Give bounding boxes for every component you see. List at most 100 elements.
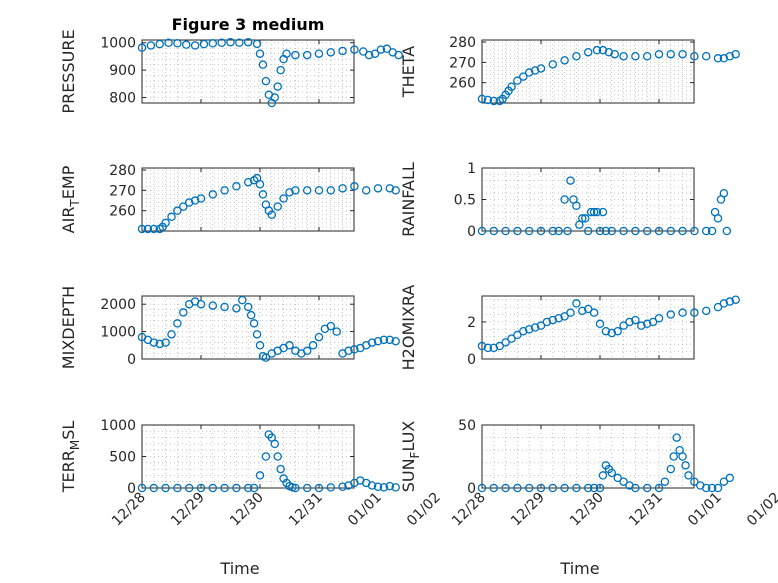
data-point [489, 226, 499, 236]
data-point [719, 188, 729, 198]
data-point [660, 477, 670, 486]
data-point [149, 483, 159, 493]
plot-area [141, 39, 355, 104]
data-point [477, 226, 487, 236]
y-tick-label: 270 [449, 55, 476, 71]
data-point [666, 464, 676, 474]
data-point [173, 39, 182, 48]
data-point [601, 326, 611, 336]
data-point [391, 483, 400, 492]
data-point [196, 299, 206, 309]
data-point [595, 319, 605, 329]
data-point [373, 184, 383, 193]
data-point [350, 182, 359, 191]
data-point [385, 481, 395, 491]
data-point [243, 483, 253, 493]
x-tick-label: 12/30 [227, 490, 267, 530]
data-point [548, 483, 558, 493]
data-point [536, 483, 546, 493]
data-point [477, 94, 487, 104]
data-point [361, 186, 371, 195]
data-point [199, 39, 209, 49]
data-point [654, 483, 664, 493]
y-axis-label: AIRTEMP [59, 165, 82, 233]
data-point [338, 184, 347, 193]
data-point [678, 452, 687, 461]
data-point [581, 214, 590, 223]
y-tick-label: 1000 [100, 36, 136, 52]
y-tick-label: 0 [127, 481, 136, 497]
data-point [326, 483, 336, 492]
data-point [391, 336, 400, 346]
data-point [690, 477, 699, 486]
data-point [232, 304, 241, 313]
data-point [255, 49, 265, 58]
data-point [350, 345, 359, 354]
data-point [642, 52, 652, 61]
data-point [314, 186, 324, 195]
data-point [731, 49, 740, 59]
data-point [385, 335, 395, 345]
data-point [220, 186, 229, 195]
data-point [589, 308, 599, 317]
data-point [507, 82, 516, 91]
data-point [598, 45, 608, 55]
data-point [690, 52, 699, 61]
data-point [684, 471, 693, 480]
data-point [519, 72, 528, 81]
data-point [143, 224, 153, 234]
y-tick-label: 260 [109, 204, 136, 220]
data-point [326, 321, 336, 331]
data-point [249, 319, 259, 328]
plot-area [481, 39, 695, 104]
data-point [725, 473, 735, 483]
data-point [654, 49, 664, 59]
data-point [477, 483, 487, 493]
panel-1: 800 900 1000 PRESSURE [59, 29, 403, 114]
data-point [619, 52, 628, 61]
data-point [249, 483, 259, 493]
data-point [642, 483, 652, 493]
data-point [560, 312, 569, 321]
axes-box [141, 295, 355, 360]
data-point [678, 308, 687, 317]
data-point [261, 353, 271, 362]
data-point [314, 332, 324, 342]
data-point [713, 302, 723, 312]
data-point [291, 483, 300, 493]
data-point [595, 483, 605, 493]
data-point [394, 50, 403, 60]
data-point [367, 481, 377, 490]
data-point [302, 346, 312, 356]
x-axis-label: Time [219, 559, 259, 578]
data-point [489, 483, 499, 493]
data-point [713, 54, 723, 63]
data-point [489, 343, 499, 353]
data-point [220, 483, 229, 493]
data-point [146, 41, 156, 50]
y-tick-label: 0.5 [454, 193, 476, 209]
data-point [536, 321, 546, 330]
panel-6: 0 2 H2OMIXRA [399, 285, 740, 370]
data-point [385, 184, 395, 193]
data-point [524, 68, 534, 77]
x-tick-label: 01/01 [685, 490, 725, 530]
data-point [161, 338, 170, 347]
data-point [707, 483, 717, 493]
data-point [524, 325, 534, 334]
data-point [255, 341, 265, 350]
data-point [338, 46, 347, 56]
data-point [690, 226, 699, 236]
data-point [578, 214, 587, 223]
data-point [190, 196, 200, 205]
data-point [589, 483, 599, 493]
data-point [391, 186, 400, 195]
data-point [648, 317, 658, 327]
data-point [373, 482, 383, 491]
data-point [326, 186, 336, 195]
data-point [255, 471, 265, 480]
data-point [554, 313, 563, 323]
y-tick-label: 280 [109, 163, 136, 179]
data-point [563, 226, 572, 236]
